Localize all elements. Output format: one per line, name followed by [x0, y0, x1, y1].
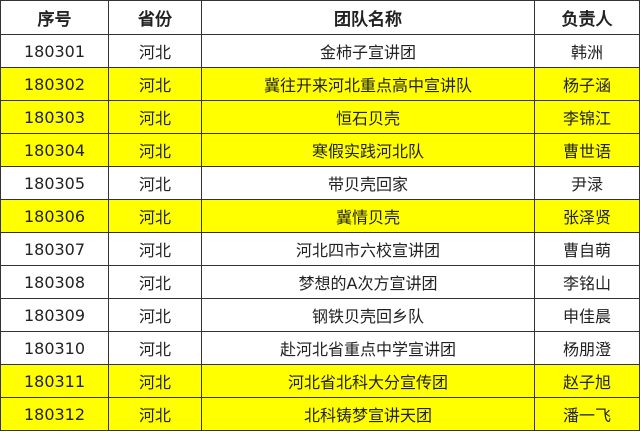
cell-id: 180311 — [0, 364, 109, 398]
header-id: 序号 — [0, 0, 109, 35]
cell-province: 河北 — [108, 364, 202, 398]
cell-leader: 张泽贤 — [534, 199, 640, 233]
header-row: 序号 省份 团队名称 负责人 — [0, 0, 640, 35]
table-row: 180304 河北 寒假实践河北队 曹世语 — [0, 133, 640, 167]
cell-team-name: 寒假实践河北队 — [201, 133, 535, 167]
cell-id: 180307 — [0, 232, 109, 266]
cell-leader: 杨子涵 — [534, 67, 640, 101]
cell-team-name: 冀情贝壳 — [201, 199, 535, 233]
cell-team-name: 河北四市六校宣讲团 — [201, 232, 535, 266]
table-row: 180306 河北 冀情贝壳 张泽贤 — [0, 199, 640, 233]
cell-team-name: 金柿子宣讲团 — [201, 34, 535, 68]
cell-leader: 韩洲 — [534, 34, 640, 68]
cell-province: 河北 — [108, 232, 202, 266]
table-row: 180310 河北 赴河北省重点中学宣讲团 杨朋澄 — [0, 331, 640, 365]
cell-leader: 李铭山 — [534, 265, 640, 299]
table-row: 180305 河北 带贝壳回家 尹渌 — [0, 166, 640, 200]
cell-id: 180303 — [0, 100, 109, 134]
table-row: 180307 河北 河北四市六校宣讲团 曹自萌 — [0, 232, 640, 266]
cell-id: 180306 — [0, 199, 109, 233]
cell-province: 河北 — [108, 34, 202, 68]
header-leader: 负责人 — [534, 0, 640, 35]
table-row: 180309 河北 钢铁贝壳回乡队 申佳晨 — [0, 298, 640, 332]
table-row: 180302 河北 冀往开来河北重点高中宣讲队 杨子涵 — [0, 67, 640, 101]
header-team-name: 团队名称 — [201, 0, 535, 35]
cell-leader: 曹自萌 — [534, 232, 640, 266]
cell-team-name: 梦想的A次方宣讲团 — [201, 265, 535, 299]
cell-team-name: 北科铸梦宣讲天团 — [201, 397, 535, 431]
table-row: 180301 河北 金柿子宣讲团 韩洲 — [0, 34, 640, 68]
cell-id: 180310 — [0, 331, 109, 365]
cell-team-name: 冀往开来河北重点高中宣讲队 — [201, 67, 535, 101]
cell-team-name: 带贝壳回家 — [201, 166, 535, 200]
table-row: 180303 河北 恒石贝壳 李锦江 — [0, 100, 640, 134]
cell-province: 河北 — [108, 100, 202, 134]
cell-leader: 尹渌 — [534, 166, 640, 200]
cell-team-name: 钢铁贝壳回乡队 — [201, 298, 535, 332]
cell-id: 180312 — [0, 397, 109, 431]
cell-id: 180302 — [0, 67, 109, 101]
cell-team-name: 恒石贝壳 — [201, 100, 535, 134]
cell-team-name: 河北省北科大分宣传团 — [201, 364, 535, 398]
cell-leader: 李锦江 — [534, 100, 640, 134]
table-row: 180311 河北 河北省北科大分宣传团 赵子旭 — [0, 364, 640, 398]
cell-leader: 潘一飞 — [534, 397, 640, 431]
cell-province: 河北 — [108, 199, 202, 233]
cell-province: 河北 — [108, 166, 202, 200]
cell-id: 180308 — [0, 265, 109, 299]
cell-province: 河北 — [108, 265, 202, 299]
table-row: 180312 河北 北科铸梦宣讲天团 潘一飞 — [0, 397, 640, 431]
cell-leader: 曹世语 — [534, 133, 640, 167]
cell-province: 河北 — [108, 331, 202, 365]
table-row: 180308 河北 梦想的A次方宣讲团 李铭山 — [0, 265, 640, 299]
header-province: 省份 — [108, 0, 202, 35]
cell-leader: 赵子旭 — [534, 364, 640, 398]
cell-leader: 申佳晨 — [534, 298, 640, 332]
cell-id: 180304 — [0, 133, 109, 167]
cell-id: 180309 — [0, 298, 109, 332]
cell-province: 河北 — [108, 298, 202, 332]
cell-province: 河北 — [108, 397, 202, 431]
cell-leader: 杨朋澄 — [534, 331, 640, 365]
cell-id: 180305 — [0, 166, 109, 200]
cell-team-name: 赴河北省重点中学宣讲团 — [201, 331, 535, 365]
cell-id: 180301 — [0, 34, 109, 68]
cell-province: 河北 — [108, 67, 202, 101]
cell-province: 河北 — [108, 133, 202, 167]
